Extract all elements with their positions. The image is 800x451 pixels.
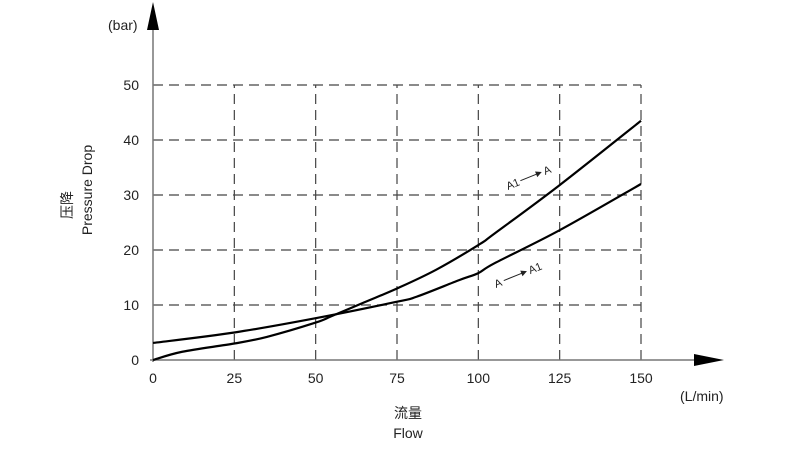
y-axis-arrow-icon xyxy=(147,2,159,30)
y-tick-label: 50 xyxy=(123,77,139,93)
x-tick-label: 75 xyxy=(389,370,405,386)
x-tick-label: 0 xyxy=(149,370,157,386)
annotation-a-to-a1: A A1 xyxy=(493,261,544,291)
y-tick-label: 0 xyxy=(131,352,139,368)
annotation-to: A1 xyxy=(527,261,544,277)
arrow-right-icon xyxy=(503,272,523,282)
x-unit-label: (L/min) xyxy=(680,388,724,404)
x-axis-label-cn: 流量 xyxy=(394,405,422,421)
annotation-from: A1 xyxy=(505,177,522,193)
curves xyxy=(152,119,642,362)
x-axis-label: Flow xyxy=(393,425,423,441)
arrow-right-icon xyxy=(520,173,538,182)
annotation-a1-to-a: A1 A xyxy=(505,164,554,193)
y-tick-label: 10 xyxy=(123,297,139,313)
x-tick-label: 100 xyxy=(467,370,491,386)
x-tick-label: 25 xyxy=(227,370,243,386)
y-axis-label: Pressure Drop xyxy=(79,145,95,235)
grid xyxy=(153,84,642,360)
arrowhead-icon xyxy=(520,270,527,277)
series-line-a1-to-a xyxy=(152,119,642,362)
arrowhead-icon xyxy=(535,171,542,178)
y-tick-label: 40 xyxy=(123,132,139,148)
axes xyxy=(147,2,724,366)
series-line-a-to-a1 xyxy=(152,183,642,345)
tick-labels: 0 10 20 30 40 50 0 25 50 75 100 125 150 xyxy=(123,77,652,386)
y-tick-label: 30 xyxy=(123,187,139,203)
x-tick-label: 125 xyxy=(548,370,572,386)
y-unit-label: (bar) xyxy=(108,17,138,33)
annotation-from: A xyxy=(493,277,505,291)
y-axis-label-cn: 压降 xyxy=(59,191,75,219)
annotation-to: A xyxy=(542,164,554,178)
x-tick-label: 150 xyxy=(629,370,653,386)
x-axis-arrow-icon xyxy=(694,354,724,366)
x-tick-label: 50 xyxy=(308,370,324,386)
y-tick-label: 20 xyxy=(123,242,139,258)
